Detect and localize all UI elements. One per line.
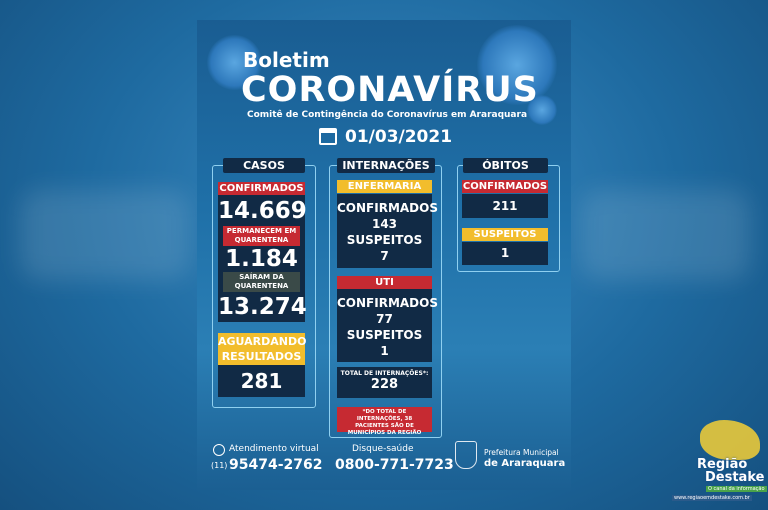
watermark-map-shape — [700, 420, 760, 460]
disque-number: 0800-771-7723 — [335, 457, 454, 473]
bulletin-date: 01/03/2021 — [345, 127, 453, 147]
enfermaria-label: ENFERMARIA — [337, 180, 432, 193]
internacoes-header: INTERNAÇÕES — [337, 158, 435, 173]
casos-header: CASOS — [223, 158, 305, 173]
virus-icon — [477, 25, 557, 105]
casos-confirmados-value: 14.669 — [218, 198, 307, 224]
whatsapp-number: 95474-2762 — [229, 457, 323, 473]
sairam-label: SAÍRAM DA QUARENTENA — [223, 272, 300, 292]
obitos-confirmados-label: CONFIRMADOS — [462, 180, 548, 193]
permanecem-value: 1.184 — [225, 246, 298, 272]
boletim-label: Boletim — [243, 48, 330, 72]
whatsapp-label: Atendimento virtual — [229, 444, 319, 454]
araraquara-coat-of-arms — [455, 441, 477, 469]
enfermaria-suspeitos-value: 7 — [380, 249, 389, 263]
watermark-logo: Região Destake — [697, 458, 764, 484]
uti-suspeitos-label: SUSPEITOS — [346, 328, 423, 342]
total-box: TOTAL DE INTERNAÇÕES*: 228 — [337, 367, 432, 398]
obitos-suspeitos-value: 1 — [462, 242, 548, 265]
total-label: TOTAL DE INTERNAÇÕES*: — [340, 370, 429, 377]
casos-confirmados-label: CONFIRMADOS — [218, 182, 305, 195]
obitos-confirmados-value: 211 — [462, 194, 548, 218]
watermark-url: www.regiaoemdestake.com.br — [672, 495, 752, 501]
prefeitura-line2: de Araraquara — [484, 458, 566, 469]
virus-icon — [207, 35, 262, 90]
enfermaria-box: CONFIRMADOS 143 SUSPEITOS 7 — [337, 194, 438, 268]
watermark-line1: Região — [697, 457, 748, 472]
aguardando-label: AGUARDANDO RESULTADOS — [218, 333, 307, 365]
uti-confirmados-value: 77 — [376, 312, 393, 326]
calendar-icon — [319, 128, 337, 145]
enfermaria-suspeitos-label: SUSPEITOS — [346, 233, 423, 247]
bulletin-poster: Boletim CORONAVÍRUS Comitê de Contingênc… — [197, 20, 571, 490]
enfermaria-confirmados-label: CONFIRMADOS — [337, 201, 438, 215]
total-value: 228 — [370, 377, 399, 392]
blur-shape — [20, 190, 190, 280]
aguardando-value: 281 — [218, 365, 305, 397]
obitos-header: ÓBITOS — [463, 158, 548, 173]
subtitle: Comitê de Contingência do Coronavírus em… — [247, 110, 528, 120]
disque-label: Disque-saúde — [352, 444, 414, 454]
uti-label: UTI — [337, 276, 432, 289]
whatsapp-icon — [213, 444, 225, 456]
watermark-line2: Destake — [705, 470, 765, 485]
internacoes-note: *DO TOTAL DE INTERNAÇÕES, 38 PACIENTES S… — [337, 407, 432, 436]
uti-confirmados-label: CONFIRMADOS — [337, 296, 438, 310]
obitos-suspeitos-label: SUSPEITOS — [462, 228, 548, 241]
sairam-value: 13.274 — [218, 294, 307, 320]
blur-shape — [580, 190, 750, 280]
whatsapp-ddd: (11) — [211, 461, 228, 470]
prefeitura-line1: Prefeitura Municipal — [484, 448, 559, 457]
permanecem-label: PERMANECEM EM QUARENTENA — [223, 226, 300, 246]
casos-values-box — [218, 195, 305, 322]
page-title: CORONAVÍRUS — [241, 70, 539, 110]
uti-suspeitos-value: 1 — [380, 344, 389, 358]
uti-box: CONFIRMADOS 77 SUSPEITOS 1 — [337, 289, 438, 362]
watermark-tagline: O canal da informação — [706, 486, 767, 492]
virus-icon — [527, 95, 557, 125]
enfermaria-confirmados-value: 143 — [371, 217, 398, 231]
